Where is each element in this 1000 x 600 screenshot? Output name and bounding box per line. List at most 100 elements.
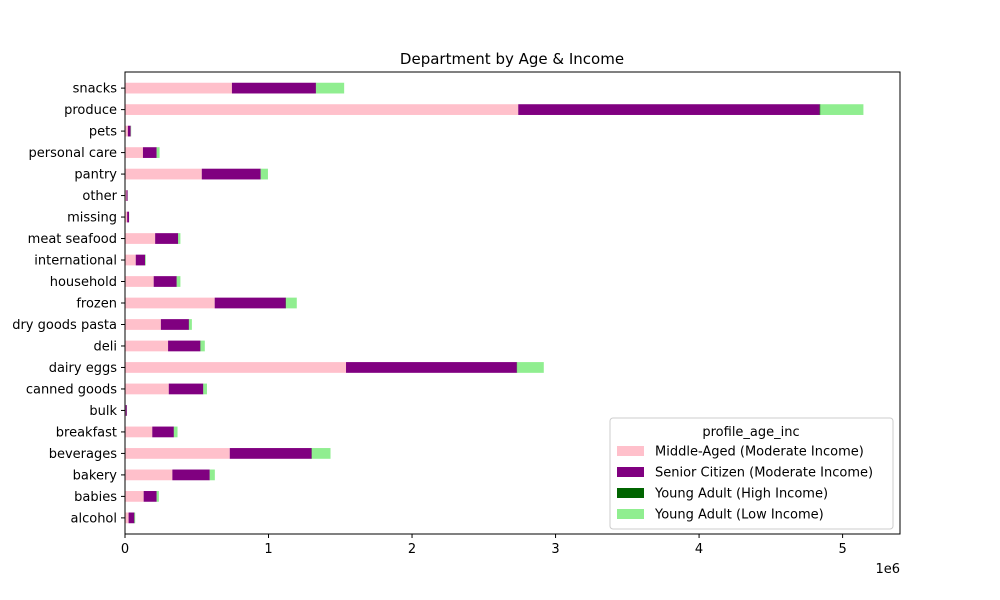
bar-segment-pantry-series-1 <box>201 168 261 180</box>
y-tick-label: pets <box>89 125 117 140</box>
bar-segment-breakfast-series-0 <box>125 426 153 438</box>
bar-segment-missing-series-1 <box>127 211 130 223</box>
bar-segment-babies-series-3 <box>156 491 159 502</box>
bar-segment-produce-series-1 <box>518 104 820 115</box>
bar-segment-dairy-eggs-series-1 <box>346 362 517 373</box>
legend-label: Senior Citizen (Moderate Income) <box>655 466 873 481</box>
bar-segment-snacks-series-3 <box>316 82 345 94</box>
bar-segment-international-series-3 <box>145 254 146 266</box>
bar-segment-beverages-series-0 <box>125 448 230 459</box>
bar-segment-breakfast-series-1 <box>152 426 174 438</box>
y-tick-label: other <box>82 189 117 204</box>
bar-segment-bulk-series-1 <box>125 405 127 416</box>
bar-segment-household-series-0 <box>125 276 154 287</box>
bar-segment-pets-series-1 <box>127 125 131 137</box>
bar-segment-dry-goods-pasta-series-3 <box>189 319 192 330</box>
y-tick-label: alcohol <box>71 511 117 526</box>
bar-segment-alcohol-series-1 <box>128 512 135 524</box>
bar-segment-produce-series-2 <box>819 104 821 115</box>
x-tick-label: 3 <box>551 542 559 557</box>
bar-segment-bakery-series-3 <box>209 469 215 481</box>
y-tick-label: produce <box>64 103 117 118</box>
legend-label: Middle-Aged (Moderate Income) <box>655 445 864 460</box>
bar-segment-pets-series-0 <box>125 125 128 137</box>
bars-layer <box>125 82 864 524</box>
legend-items: Middle-Aged (Moderate Income) Senior Citi… <box>617 445 873 523</box>
legend-swatch <box>617 446 644 456</box>
bar-segment-meat-seafood-series-3 <box>178 233 181 244</box>
bar-segment-beverages-series-3 <box>311 448 331 459</box>
bar-segment-alcohol-series-3 <box>134 512 136 524</box>
bar-segment-snacks-series-0 <box>125 82 232 94</box>
x-tick-label: 1 <box>264 542 272 557</box>
legend-label: Young Adult (High Income) <box>654 487 828 502</box>
y-tick-label: pantry <box>74 168 117 183</box>
bar-segment-personal-care-series-1 <box>142 147 157 158</box>
x-offset-label: 1e6 <box>875 562 900 577</box>
bar-segment-household-series-3 <box>176 276 181 287</box>
y-tick-label: missing <box>67 211 117 226</box>
bar-segment-other-series-0 <box>125 190 127 201</box>
bar-segment-beverages-series-1 <box>229 448 312 459</box>
bar-segment-babies-series-0 <box>125 491 144 502</box>
bar-segment-international-series-0 <box>125 254 136 266</box>
y-tick-label: dairy eggs <box>49 361 118 376</box>
legend-swatch <box>617 488 644 498</box>
bar-segment-deli-series-3 <box>200 340 205 352</box>
y-tick-label: bulk <box>89 404 117 419</box>
bar-segment-dairy-eggs-series-0 <box>125 362 347 373</box>
bar-segment-dry-goods-pasta-series-0 <box>125 319 161 330</box>
bar-segment-frozen-series-1 <box>214 297 286 309</box>
y-tick-label: snacks <box>73 82 118 97</box>
bar-segment-missing-series-0 <box>125 211 128 223</box>
y-tick-label: beverages <box>49 447 118 462</box>
bar-segment-bakery-series-0 <box>125 469 173 481</box>
bar-segment-meat-seafood-series-0 <box>125 233 156 244</box>
bar-segment-frozen-series-3 <box>286 297 297 309</box>
y-tick-label: meat seafood <box>28 232 117 247</box>
bar-segment-other-series-1 <box>126 190 128 201</box>
x-tick-label: 2 <box>408 542 416 557</box>
y-axis: alcohol babies bakery beverages breakfast bul… <box>12 82 125 526</box>
legend-box <box>609 417 894 530</box>
y-tick-label: personal care <box>29 146 117 161</box>
x-tick-label: 5 <box>838 542 846 557</box>
bar-segment-international-series-1 <box>135 254 146 266</box>
y-tick-label: deli <box>94 339 117 354</box>
x-tick-label: 0 <box>121 542 129 557</box>
y-tick-label: babies <box>74 490 117 505</box>
bar-segment-produce-series-0 <box>125 104 519 115</box>
x-axis: 0 1 2 3 4 5 <box>121 534 847 557</box>
y-tick-label: bakery <box>73 468 118 483</box>
bar-segment-personal-care-series-3 <box>156 147 160 158</box>
y-tick-label: frozen <box>76 297 117 312</box>
bar-segment-breakfast-series-3 <box>173 426 178 438</box>
bar-segment-deli-series-0 <box>125 340 169 352</box>
bar-segment-frozen-series-0 <box>125 297 215 309</box>
bar-segment-canned-goods-series-3 <box>203 383 207 395</box>
legend-label: Young Adult (Low Income) <box>654 508 824 523</box>
y-tick-label: canned goods <box>26 382 117 397</box>
bar-segment-bakery-series-1 <box>172 469 210 481</box>
bar-segment-snacks-series-1 <box>231 82 316 94</box>
bar-segment-dry-goods-pasta-series-1 <box>160 319 189 330</box>
bar-segment-alcohol-series-0 <box>125 512 129 524</box>
bar-segment-meat-seafood-series-1 <box>155 233 179 244</box>
legend: profile_age_inc Middle-Aged (Moderate In… <box>609 417 894 530</box>
bar-segment-pantry-series-3 <box>260 168 268 180</box>
legend-title: profile_age_inc <box>702 425 799 440</box>
bar-segment-babies-series-1 <box>143 491 157 502</box>
legend-swatch <box>617 467 644 477</box>
bar-segment-dairy-eggs-series-3 <box>517 362 544 373</box>
y-tick-label: international <box>34 254 117 269</box>
x-tick-label: 4 <box>695 542 703 557</box>
bar-segment-deli-series-1 <box>168 340 201 352</box>
bar-segment-pantry-series-0 <box>125 168 202 180</box>
y-tick-label: household <box>50 275 117 290</box>
y-tick-label: breakfast <box>56 425 117 440</box>
legend-swatch <box>617 509 644 519</box>
chart-title: Department by Age & Income <box>400 50 624 68</box>
bar-segment-canned-goods-series-1 <box>168 383 204 395</box>
y-tick-label: dry goods pasta <box>12 318 117 333</box>
